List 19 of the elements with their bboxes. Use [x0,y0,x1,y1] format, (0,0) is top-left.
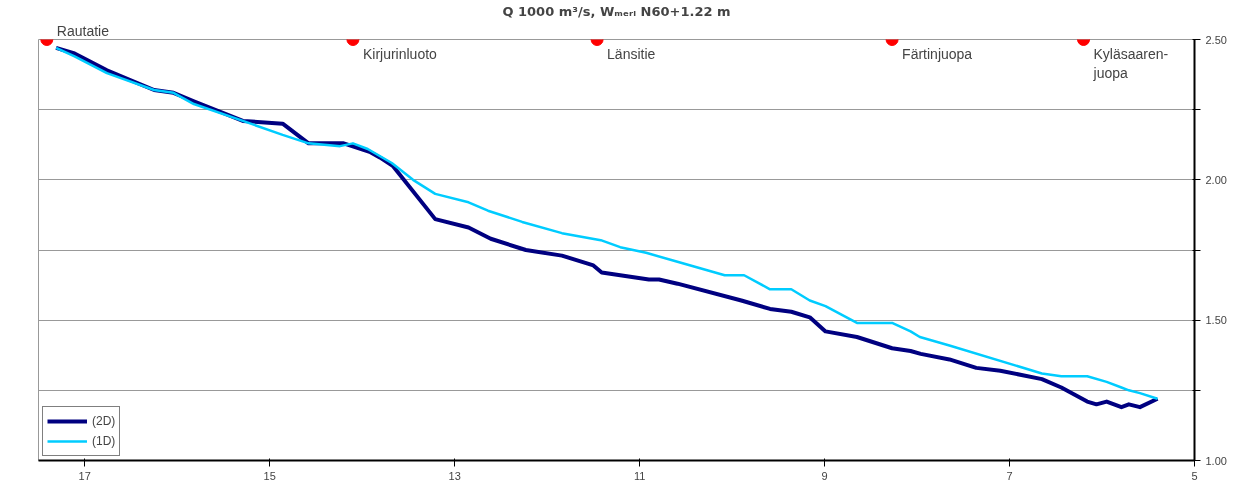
x-tick-label: 11 [633,469,646,482]
annotation: Kyläsaaren- juopa [1092,45,1169,81]
y-tick-label: 1.00 [1205,454,1227,467]
annotation: Länsitie [607,45,656,62]
y-tick-label: 1.50 [1205,314,1227,327]
annotation: Kirjurinluoto [362,45,438,62]
y-tick-label: 2.00 [1205,173,1227,186]
x-tick-label: 5 [1191,469,1198,482]
legend-label: (1D) [92,434,116,448]
annotation: Färtinjuopa [902,45,973,62]
annotation: Rautatie [56,22,110,39]
x-tick-label: 15 [263,469,276,482]
x-tick-label: 9 [821,469,828,482]
legend-label: (2D) [92,414,116,428]
chart-title: Q 1000 m³/s, Wₘₑᵣᵢ N60+1.22 m [502,3,731,19]
x-tick-label: 17 [78,469,91,482]
y-tick-label: 2.50 [1205,33,1227,46]
x-tick-label: 13 [448,469,461,482]
x-tick-label: 7 [1006,469,1013,482]
